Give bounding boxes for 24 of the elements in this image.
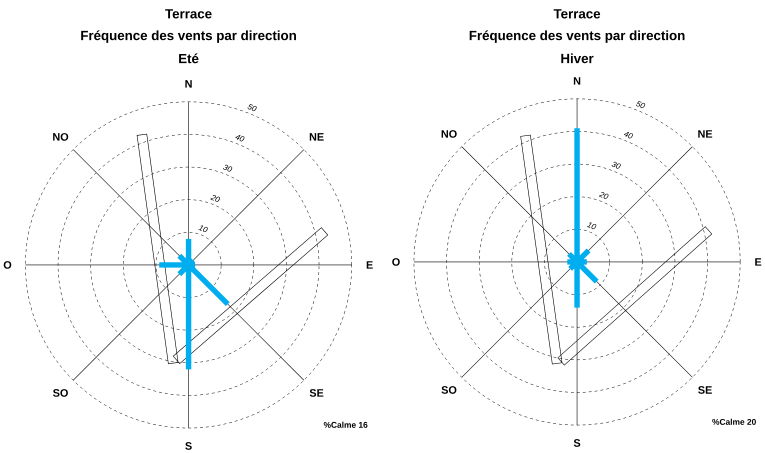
- chart-subtitle: Fréquence des vents par direction: [470, 30, 684, 43]
- spoke-label: N: [574, 77, 580, 85]
- spoke-label: NO: [442, 130, 457, 138]
- chart-title: Terrace: [554, 9, 600, 18]
- spoke-label: N: [185, 80, 192, 88]
- chart-subtitle: Fréquence des vents par direction: [81, 30, 296, 43]
- spoke-label: E: [755, 258, 762, 266]
- spoke-label: NE: [698, 130, 712, 138]
- spoke-label: SE: [698, 386, 712, 394]
- text: Eté: [179, 53, 198, 64]
- spoke-label: SO: [53, 389, 68, 397]
- spoke-label: O: [392, 258, 400, 266]
- text: %Calme 20: [712, 418, 756, 425]
- text: %Calme 16: [324, 422, 368, 428]
- spoke-label: NE: [310, 133, 324, 141]
- spoke-label: E: [366, 261, 373, 269]
- chart-title: Terrace: [165, 9, 212, 18]
- spoke-label: S: [185, 442, 192, 450]
- spoke-label: SE: [310, 389, 324, 397]
- spoke-label: O: [4, 261, 12, 269]
- text: Hiver: [561, 53, 594, 64]
- spoke-label: SO: [442, 386, 456, 394]
- spoke-label: S: [574, 439, 580, 447]
- spoke-label: NO: [53, 133, 68, 141]
